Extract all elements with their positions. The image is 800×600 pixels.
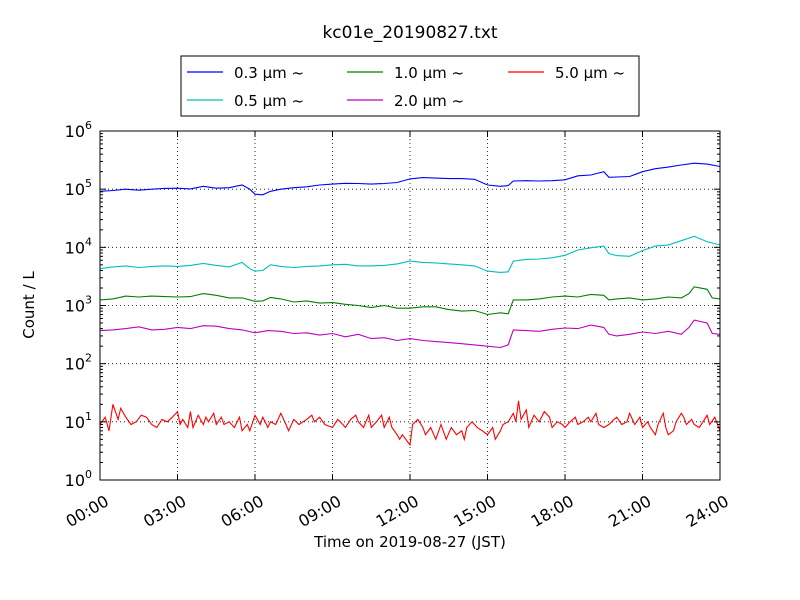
series-layer bbox=[100, 162, 720, 447]
x-tick-label: 12:00 bbox=[373, 491, 422, 531]
x-tick-label: 00:00 bbox=[63, 491, 112, 531]
grid bbox=[100, 131, 720, 480]
legend-label: 2.0 µm ~ bbox=[394, 92, 464, 110]
x-tick-label: 03:00 bbox=[140, 491, 189, 531]
y-tick-label: 100 bbox=[65, 468, 92, 490]
series-line-2 bbox=[100, 235, 720, 273]
series-line-4 bbox=[100, 319, 720, 349]
x-tick-label: 21:00 bbox=[605, 491, 654, 531]
y-axis: 100 101 102 103 104 105 106 bbox=[65, 119, 720, 490]
legend-box bbox=[180, 55, 640, 117]
y-tick-label: 102 bbox=[65, 352, 92, 374]
x-tick-label: 09:00 bbox=[295, 491, 344, 531]
x-tick-label: 15:00 bbox=[450, 491, 499, 531]
series-line-1 bbox=[100, 162, 720, 196]
y-tick-label: 105 bbox=[65, 177, 92, 199]
legend-label: 0.5 µm ~ bbox=[234, 92, 304, 110]
chart-title: kc01e_20190827.txt bbox=[322, 23, 497, 43]
x-tick-label: 06:00 bbox=[218, 491, 267, 531]
y-tick-label: 106 bbox=[65, 119, 92, 141]
x-tick-label: 18:00 bbox=[528, 491, 577, 531]
x-axis-label: Time on 2019-08-27 (JST) bbox=[313, 533, 506, 551]
y-axis-label: Count / L bbox=[20, 271, 38, 339]
y-tick-label: 103 bbox=[65, 294, 92, 316]
legend-label: 5.0 µm ~ bbox=[555, 64, 625, 82]
legend-label: 0.3 µm ~ bbox=[234, 64, 304, 82]
legend-label: 1.0 µm ~ bbox=[394, 64, 464, 82]
series-line-5 bbox=[100, 400, 720, 447]
series-line-3 bbox=[100, 286, 720, 316]
legend: 0.3 µm ~ 0.5 µm ~ 1.0 µm ~ 2.0 µm ~ 5.0 µm ~ bbox=[180, 55, 640, 117]
y-tick-label: 104 bbox=[65, 235, 92, 257]
x-tick-label: 24:00 bbox=[683, 491, 732, 531]
y-tick-label: 101 bbox=[65, 410, 92, 432]
